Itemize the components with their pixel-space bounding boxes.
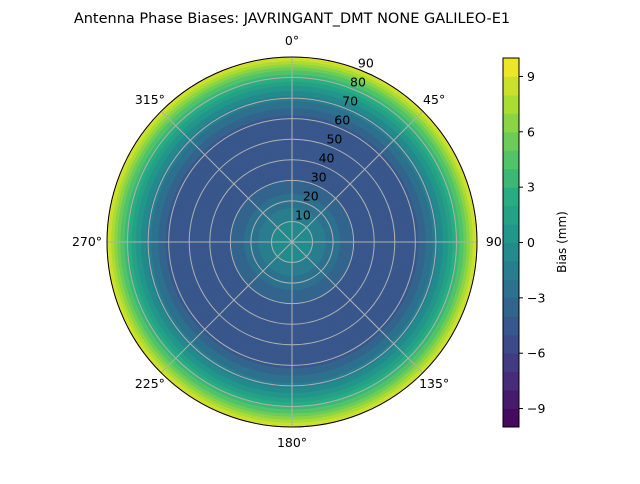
polar-frame <box>106 56 478 428</box>
colorbar-band <box>503 224 519 243</box>
colorbar-band <box>503 334 519 354</box>
colorbar-band <box>503 279 519 299</box>
colorbar: −9 −6 −3 0 3 6 9 <box>502 57 545 428</box>
radial-tick-label: 60 <box>334 113 350 128</box>
angular-tick-label: 180° <box>277 435 307 450</box>
colorbar-tick-label: −3 <box>527 290 545 305</box>
polar-grid <box>106 56 478 428</box>
angular-gridline <box>160 241 293 374</box>
colorbar-band <box>503 242 519 262</box>
colorbar-band <box>503 390 519 410</box>
radial-tick-label: 10 <box>295 208 311 223</box>
colorbar-tick-label: 3 <box>527 180 535 195</box>
chart-title: Antenna Phase Biases: JAVRINGANT_DMT NON… <box>74 11 510 27</box>
colorbar-tick-label: −6 <box>527 346 545 361</box>
colorbar-band <box>503 113 519 133</box>
colorbar-band <box>503 58 519 77</box>
angular-tick-label: 135° <box>419 376 449 391</box>
angular-tick-label: 270° <box>72 234 102 249</box>
radial-tick-label: 30 <box>311 170 327 185</box>
angular-tick-label: 315° <box>135 92 165 107</box>
radial-tick-label: 50 <box>326 132 342 147</box>
colorbar-band <box>503 408 519 428</box>
colorbar-band <box>503 131 519 151</box>
colorbar-band <box>503 316 519 336</box>
radial-tick-labels: 10 20 30 40 50 60 70 80 90 <box>295 56 374 223</box>
colorbar-band <box>503 371 519 391</box>
colorbar-tick-label: 0 <box>527 235 535 250</box>
colorbar-band <box>503 76 519 96</box>
angular-tick-label: 225° <box>135 376 165 391</box>
angular-gridline <box>160 110 293 243</box>
angular-tick-label: 45° <box>423 92 445 107</box>
colorbar-band <box>503 168 519 188</box>
radial-tick-label: 90 <box>358 56 374 71</box>
radial-tick-label: 70 <box>342 94 358 109</box>
angular-gridline <box>291 110 424 243</box>
colorbar-band <box>503 150 519 170</box>
colorbar-band <box>503 297 519 317</box>
colorbar-tick-label: −9 <box>527 401 545 416</box>
angular-tick-labels: 0°45°90°135°180°225°270°315° <box>72 33 508 450</box>
radial-tick-label: 20 <box>303 189 319 204</box>
colorbar-band <box>503 94 519 114</box>
colorbar-band <box>503 187 519 207</box>
radial-tick-label: 80 <box>350 75 366 90</box>
angular-gridline <box>291 241 424 374</box>
colorbar-band <box>503 260 519 280</box>
radial-tick-label: 40 <box>319 151 335 166</box>
colorbar-tick-label: 9 <box>527 69 535 84</box>
colorbar-label: Bias (mm) <box>555 211 569 273</box>
angular-tick-label: 0° <box>285 33 299 48</box>
colorbar-band <box>503 353 519 373</box>
colorbar-band <box>503 205 519 225</box>
colorbar-tick-label: 6 <box>527 124 535 139</box>
